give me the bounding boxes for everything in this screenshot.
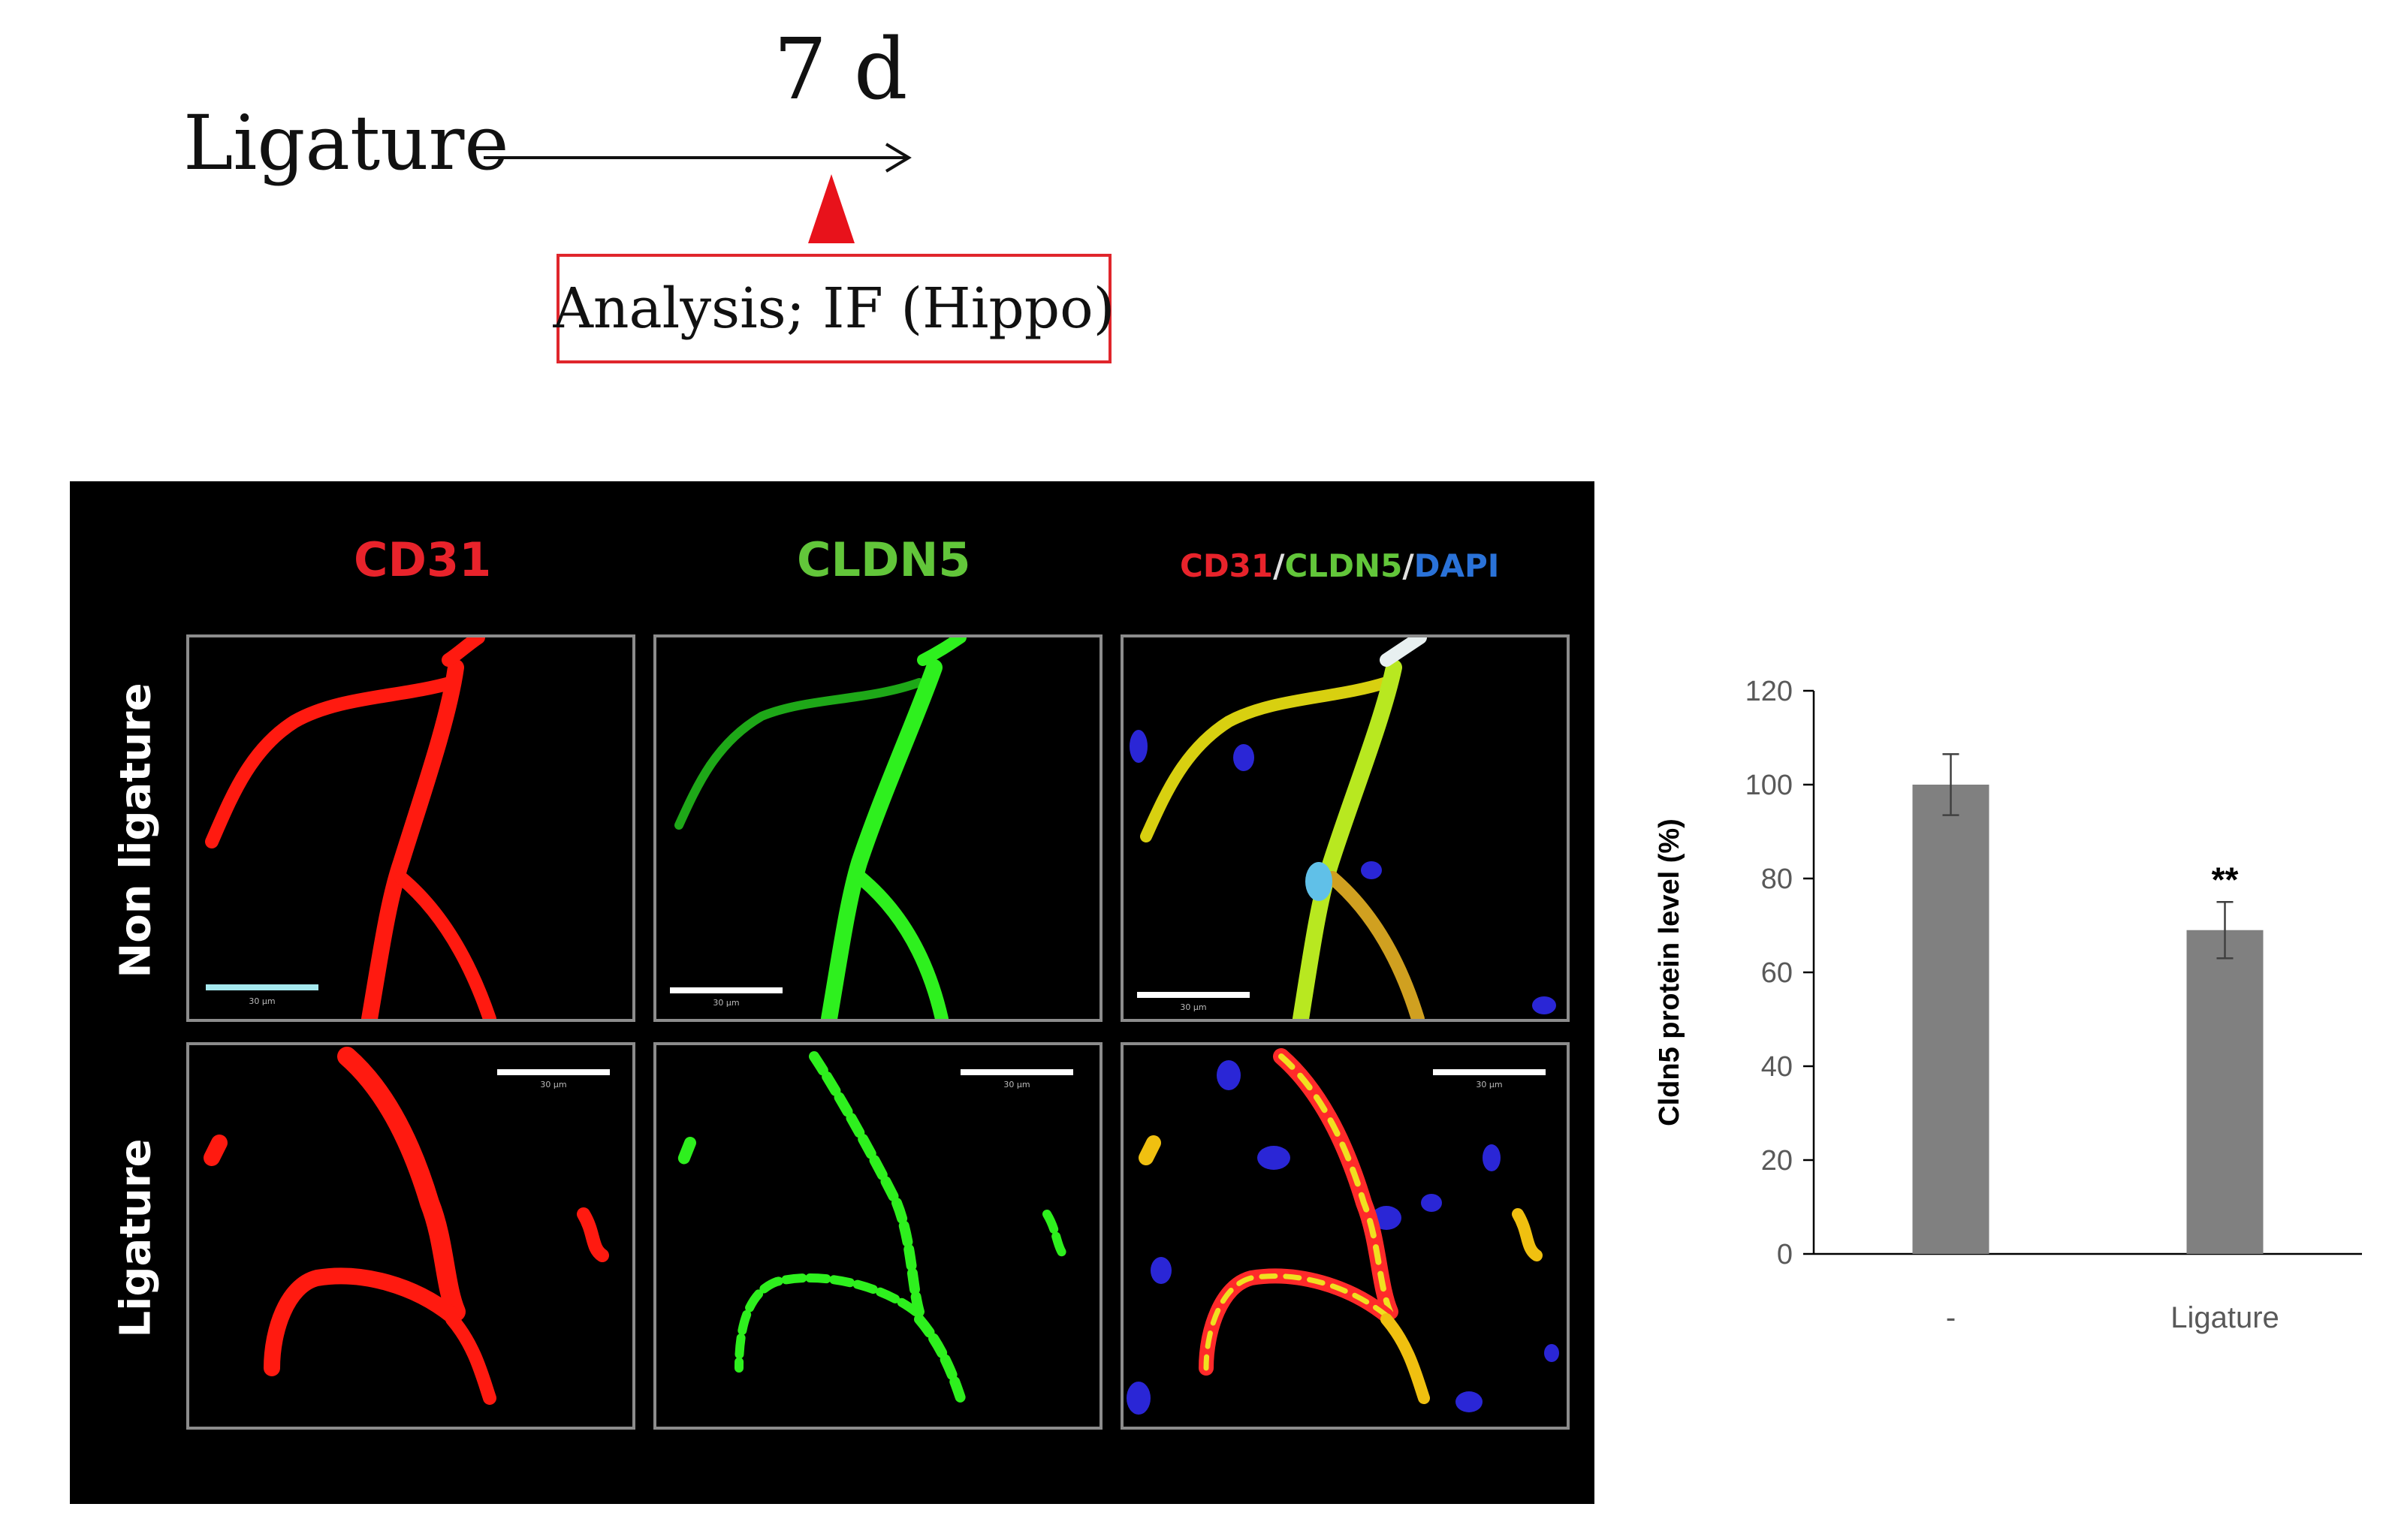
- timeline-duration-label: 7 d: [774, 21, 908, 119]
- merge-part-cldn5: CLDN5: [1284, 547, 1403, 584]
- analysis-marker-triangle: [808, 174, 855, 243]
- micrograph-cldn5-ligature: 30 μm: [653, 1042, 1103, 1430]
- micrograph-merge-non-ligature: 30 μm: [1121, 634, 1570, 1022]
- scale-bar-text: 30 μm: [1476, 1080, 1502, 1089]
- y-tick-label: 60: [1761, 957, 1793, 989]
- micrograph-cd31-ligature: 30 μm: [186, 1042, 635, 1430]
- bar-ligature: [2186, 930, 2264, 1254]
- scale-bar-text: 30 μm: [713, 998, 739, 1008]
- scale-bar-text: 30 μm: [1180, 1002, 1206, 1012]
- merge-separator: /: [1402, 547, 1414, 584]
- row-label-non-ligature: Non ligature: [111, 683, 161, 978]
- micrograph-merge-ligature: 30 μm: [1121, 1042, 1570, 1430]
- column-label-cldn5: CLDN5: [797, 532, 971, 587]
- y-tick-label: 0: [1777, 1239, 1793, 1270]
- y-tick-label: 80: [1761, 863, 1793, 895]
- micrograph-cd31-non-ligature: 30 μm: [186, 634, 635, 1022]
- scale-bar-text: 30 μm: [540, 1080, 566, 1089]
- cldn5-bar-chart: 0 20 40 60 80 100 120 Cldn5 protein level (%) - *…: [1630, 646, 2366, 1367]
- y-tick-label: 40: [1761, 1051, 1793, 1083]
- chart-svg: 0 20 40 60 80 100 120 Cldn5 protein level (%) - *…: [1654, 676, 2362, 1334]
- x-category-label: -: [1946, 1301, 1956, 1334]
- timeline-schematic: Ligature 7 d Analysis; IF (Hippo): [0, 0, 1202, 390]
- micrograph-cldn5-non-ligature: 30 μm: [653, 634, 1103, 1022]
- x-category-label: Ligature: [2170, 1301, 2279, 1334]
- scale-bar-text: 30 μm: [1003, 1080, 1030, 1089]
- timeline-start-label: Ligature: [183, 99, 509, 187]
- timeline-arrow: [484, 143, 912, 173]
- analysis-label: Analysis; IF (Hippo): [553, 276, 1115, 341]
- y-axis-label: Cldn5 protein level (%): [1654, 818, 1685, 1126]
- analysis-box: Analysis; IF (Hippo): [553, 254, 1115, 363]
- y-tick-label: 20: [1761, 1145, 1793, 1177]
- column-label-merge: CD31/CLDN5/DAPI: [1180, 547, 1499, 584]
- row-label-ligature: Ligature: [111, 1138, 161, 1338]
- y-tick-label: 100: [1745, 770, 1793, 801]
- merge-part-cd31: CD31: [1180, 547, 1274, 584]
- column-label-cd31: CD31: [354, 532, 492, 587]
- merge-part-dapi: DAPI: [1413, 547, 1500, 584]
- y-tick-label: 120: [1745, 676, 1793, 707]
- scale-bar-text: 30 μm: [249, 996, 275, 1006]
- immunofluorescence-panel: CD31 CLDN5 CD31/CLDN5/DAPI Non ligature …: [70, 481, 1594, 1504]
- bar-control: [1912, 785, 1989, 1254]
- merge-separator: /: [1273, 547, 1285, 584]
- significance-marker: **: [2212, 860, 2239, 899]
